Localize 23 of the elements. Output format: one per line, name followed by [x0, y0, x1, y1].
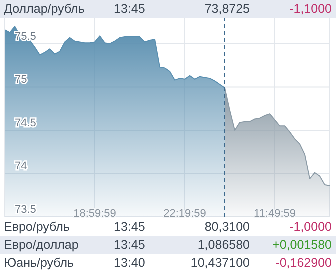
x-tick-label: 22:19:59 — [164, 208, 206, 220]
text: -0,162900 — [274, 256, 332, 270]
x-tick-label: 11:49:59 — [254, 208, 296, 220]
text: 13:40 — [114, 256, 146, 270]
text: +0,001580 — [272, 238, 332, 252]
text: 73,8725 — [204, 2, 250, 16]
x-tick-label: 18:59:59 — [74, 208, 116, 220]
text: Евро/рубль — [4, 220, 71, 234]
text: -1,1000 — [288, 2, 332, 16]
text: 13:45 — [114, 2, 146, 16]
text: 10,437100 — [190, 256, 250, 270]
text: 13:45 — [114, 238, 146, 252]
y-tick-label: 75 — [15, 74, 28, 86]
text: 13:45 — [114, 220, 146, 234]
y-tick-label: 74.5 — [15, 117, 36, 130]
text: 80,3100 — [204, 220, 250, 234]
text: Евро/доллар — [4, 238, 80, 252]
text: Доллар/рубль — [4, 2, 86, 16]
text: 1,086580 — [196, 238, 250, 252]
text: Юань/рубль — [4, 256, 76, 270]
y-tick-label: 74 — [15, 160, 28, 173]
text: -1,0000 — [288, 220, 332, 234]
y-tick-label: 73.5 — [15, 204, 36, 216]
